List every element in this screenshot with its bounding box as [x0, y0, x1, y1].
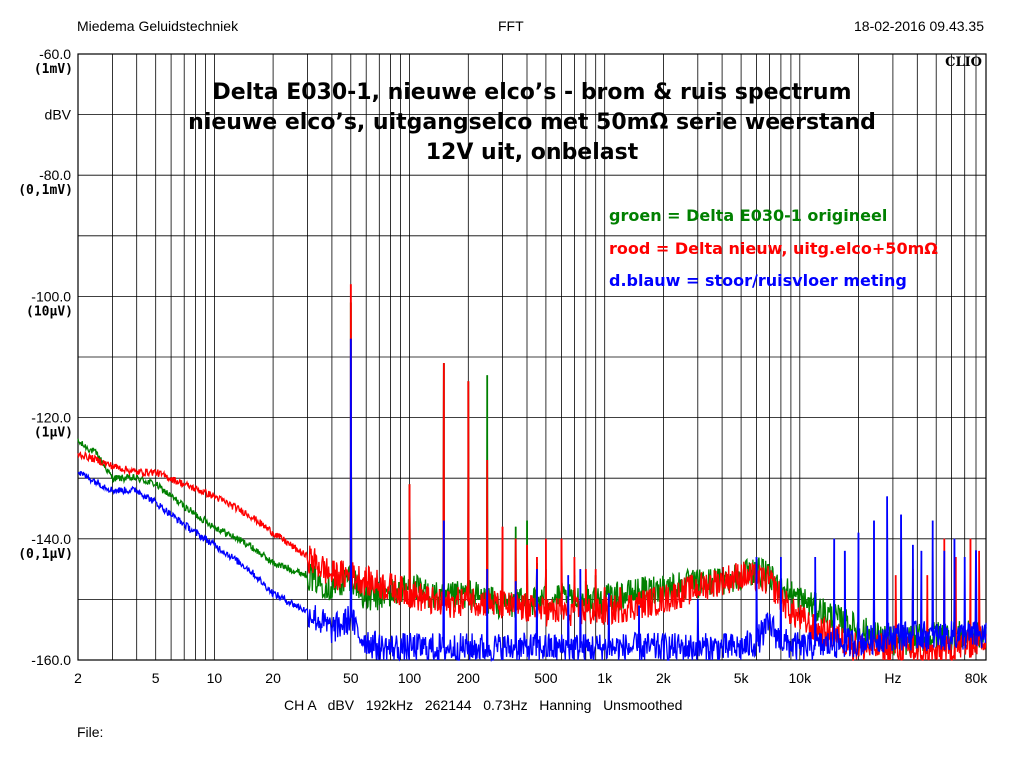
brand-logo: CLIO [945, 55, 982, 70]
y-tick-sublabel: (0,1µV) [18, 547, 73, 562]
x-tick-label: 2 [74, 670, 82, 686]
y-tick-label: -140.0 [31, 531, 71, 547]
y-tick-sublabel: (1µV) [34, 426, 73, 441]
x-tick-label: Hz [884, 670, 901, 686]
footer-file-label: File: [77, 724, 104, 740]
x-tick-label: 200 [457, 670, 481, 686]
x-tick-label: 10k [789, 670, 813, 686]
x-tick-label: 10 [207, 670, 223, 686]
y-tick-sublabel: (10µV) [26, 304, 73, 319]
y-tick-label: -60.0 [39, 46, 71, 62]
y-tick-label: -160.0 [31, 652, 71, 668]
x-tick-label: 100 [398, 670, 422, 686]
chart-title-line-2: nieuwe elco’s, uitgangselco met 50mΩ ser… [188, 110, 876, 135]
footer-settings: CH A dBV 192kHz 262144 0.73Hz Hanning Un… [284, 697, 683, 713]
legend-entry-red: rood = Delta nieuw, uitg.elco+50mΩ [609, 239, 938, 258]
chart-title-line-3: 12V uit, onbelast [425, 140, 639, 165]
y-tick-label: -100.0 [31, 288, 71, 304]
y-tick-label: -80.0 [39, 167, 71, 183]
chart-title-line-1: Delta E030-1, nieuwe elco’s - brom & rui… [212, 80, 852, 105]
x-tick-label: 20 [265, 670, 281, 686]
x-tick-label: 1k [597, 670, 613, 686]
y-tick-label: -120.0 [31, 410, 71, 426]
legend-entry-blue: d.blauw = stoor/ruisvloer meting [609, 271, 907, 290]
x-tick-label: 50 [343, 670, 359, 686]
plot-frame [77, 53, 987, 661]
header-company: Miedema Geluidstechniek [77, 18, 239, 34]
x-tick-label: 5 [152, 670, 160, 686]
y-tick-sublabel: (1mV) [34, 62, 73, 77]
header-mode: FFT [498, 18, 524, 34]
header-timestamp: 18-02-2016 09.43.35 [854, 18, 984, 34]
y-tick-sublabel: (0,1mV) [18, 183, 73, 198]
x-tick-label: 2k [656, 670, 672, 686]
x-tick-label: 80k [965, 670, 989, 686]
x-tick-label: 500 [534, 670, 558, 686]
x-tick-label: 5k [734, 670, 750, 686]
y-tick-label: dBV [45, 107, 72, 123]
legend-entry-green: groen = Delta E030-1 origineel [609, 206, 888, 225]
series-line-2 [77, 338, 987, 663]
